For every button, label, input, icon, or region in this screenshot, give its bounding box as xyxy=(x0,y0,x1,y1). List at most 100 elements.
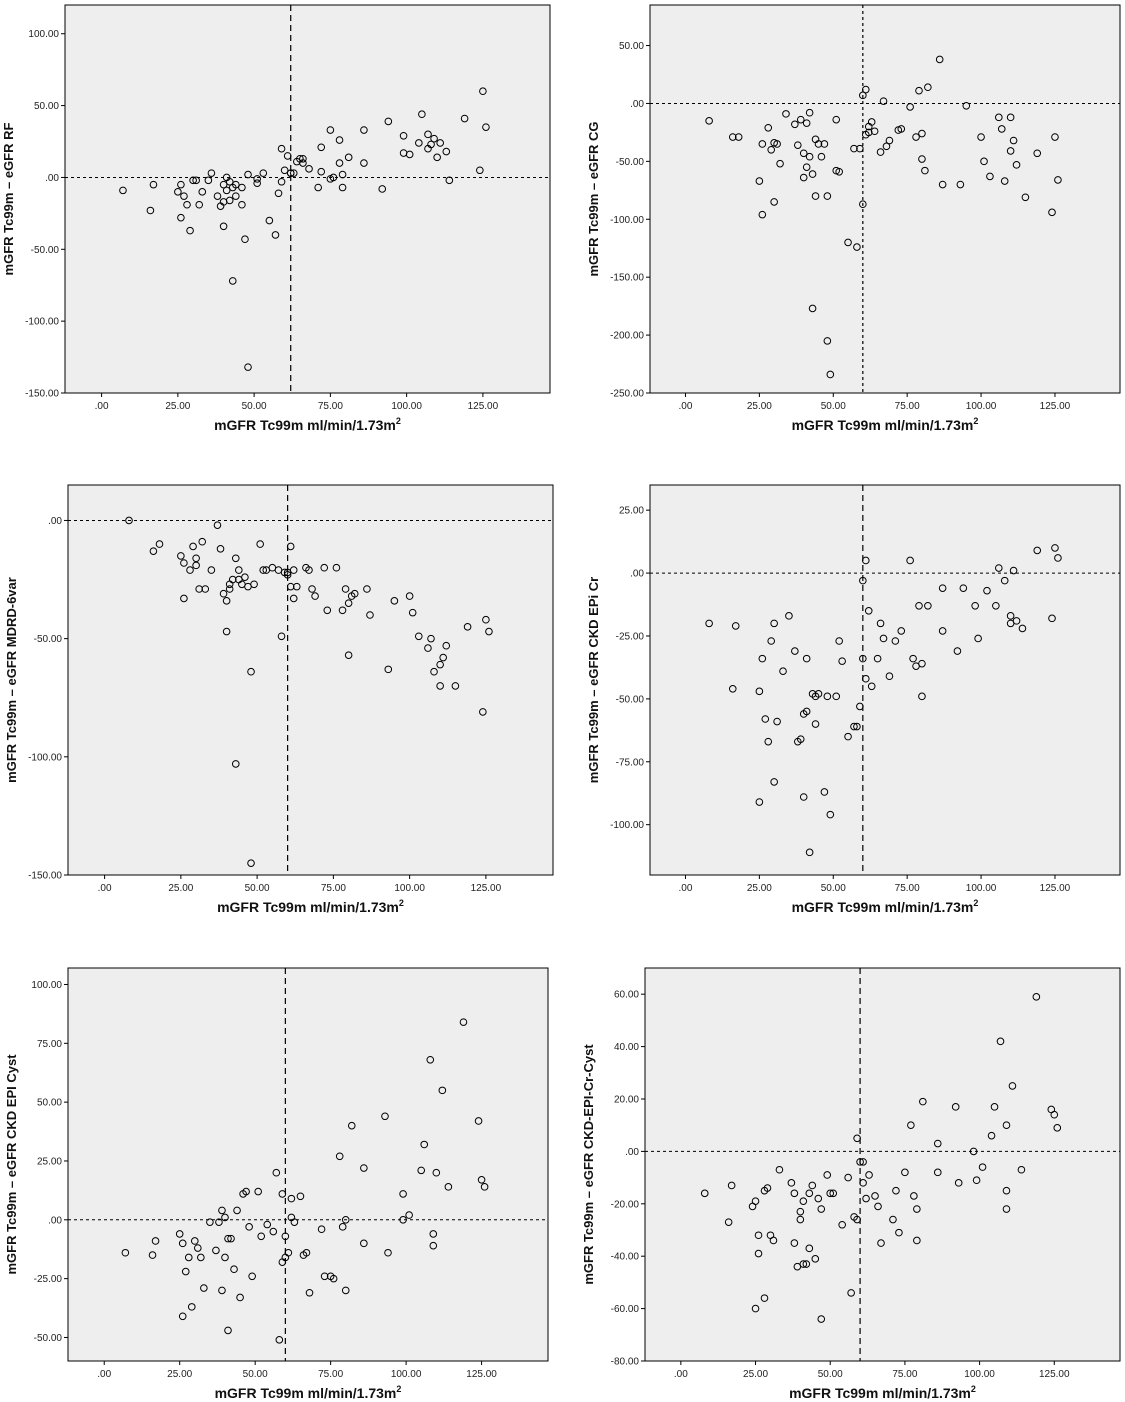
data-point xyxy=(787,1179,796,1187)
data-point xyxy=(879,634,888,643)
data-point xyxy=(987,1131,996,1140)
data-point xyxy=(212,1246,220,1255)
data-point xyxy=(915,86,923,95)
data-point xyxy=(177,180,185,189)
data-point xyxy=(180,192,188,200)
data-point xyxy=(198,537,207,546)
data-point xyxy=(799,1197,808,1205)
data-point xyxy=(918,692,926,701)
data-point xyxy=(796,115,805,124)
data-point xyxy=(149,547,158,555)
y-tick-label: 75.00 xyxy=(37,1039,62,1050)
data-point xyxy=(436,139,444,147)
data-point xyxy=(879,97,888,105)
data-point xyxy=(149,180,158,189)
scatter-panel-ckd-epi-cr-cyst: .00 25.00 50.00 75.00 100.00 125.00 -80.00 -60.… xyxy=(581,967,1121,1401)
data-point xyxy=(805,1244,814,1253)
data-point xyxy=(381,1112,389,1121)
data-point xyxy=(853,722,861,731)
data-point xyxy=(901,1168,909,1177)
data-point xyxy=(811,1255,820,1263)
plot-area xyxy=(644,967,1121,1362)
data-point xyxy=(479,87,487,96)
data-point xyxy=(219,180,228,189)
data-point xyxy=(853,1134,861,1143)
data-point xyxy=(877,1239,885,1247)
data-point xyxy=(474,1117,483,1125)
data-point xyxy=(335,159,344,167)
data-point xyxy=(222,597,231,605)
data-point xyxy=(326,126,335,134)
data-point xyxy=(773,140,781,148)
data-point xyxy=(891,637,900,645)
data-point xyxy=(344,153,353,162)
data-point xyxy=(1006,612,1015,620)
data-point xyxy=(335,1152,344,1161)
data-point xyxy=(194,1244,202,1252)
data-point xyxy=(390,597,399,605)
data-point xyxy=(897,627,906,635)
data-point xyxy=(427,140,435,149)
data-point xyxy=(913,1236,921,1245)
x-axis-title-text: mGFR Tc99m ml/min/1.73m xyxy=(789,1385,971,1401)
data-point xyxy=(1012,161,1021,169)
data-point xyxy=(405,1211,413,1219)
data-point xyxy=(222,186,231,195)
data-point xyxy=(451,682,460,690)
data-point xyxy=(1012,617,1021,625)
data-point xyxy=(360,159,368,167)
data-point xyxy=(727,1181,736,1190)
data-point xyxy=(175,1230,184,1238)
y-tick-label: 25.00 xyxy=(619,506,644,517)
data-point xyxy=(429,1230,438,1238)
data-point xyxy=(225,585,234,593)
data-point xyxy=(1053,1124,1062,1132)
data-point xyxy=(180,559,188,567)
data-point xyxy=(219,222,228,231)
data-point xyxy=(847,1289,855,1297)
data-point xyxy=(811,192,820,200)
data-point xyxy=(728,685,737,693)
x-tick-label: 75.00 xyxy=(892,1369,917,1380)
data-point xyxy=(222,627,231,636)
data-point xyxy=(414,632,423,641)
data-point xyxy=(861,85,870,94)
data-point xyxy=(405,592,414,600)
data-point xyxy=(1021,193,1030,202)
data-point xyxy=(761,715,770,723)
data-point xyxy=(864,607,873,615)
data-point xyxy=(299,159,307,167)
x-tick-label: .00 xyxy=(679,883,693,894)
data-point xyxy=(799,1260,808,1268)
data-point xyxy=(280,166,289,175)
x-tick-label: 50.00 xyxy=(818,1369,843,1380)
data-point xyxy=(728,133,737,141)
x-axis-title-text: mGFR Tc99m ml/min/1.73m xyxy=(217,899,399,915)
data-point xyxy=(758,210,767,219)
data-point xyxy=(213,521,222,529)
data-point xyxy=(817,1205,826,1213)
data-point xyxy=(259,566,268,574)
data-point xyxy=(820,140,829,148)
data-point xyxy=(885,136,894,145)
data-point xyxy=(734,133,743,141)
data-point xyxy=(277,632,286,641)
x-tick-label: 125.00 xyxy=(468,401,499,412)
data-point xyxy=(859,1158,867,1166)
data-point xyxy=(938,627,947,635)
data-point xyxy=(1002,1186,1011,1195)
y-tick-label: -50.00 xyxy=(31,245,60,256)
data-point xyxy=(844,732,852,741)
data-point xyxy=(754,1231,763,1240)
data-point xyxy=(332,563,341,572)
data-point xyxy=(190,1237,199,1245)
data-point xyxy=(1000,177,1009,185)
y-axis-title: mGFR Tc99m – eGFR CG xyxy=(586,121,601,276)
data-point xyxy=(862,1194,870,1203)
data-point xyxy=(1054,176,1062,184)
y-tick-label: 100.00 xyxy=(28,29,59,40)
data-point xyxy=(751,1304,760,1313)
data-point xyxy=(859,576,867,585)
x-axis-title-text: mGFR Tc99m ml/min/1.73m xyxy=(792,899,974,915)
data-point xyxy=(290,1218,299,1226)
